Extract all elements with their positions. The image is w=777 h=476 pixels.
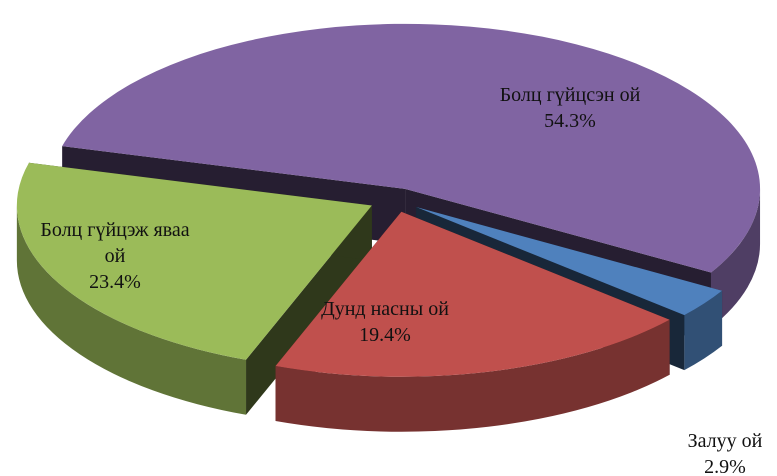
value-label: 54.3%: [544, 110, 596, 132]
slice: [416, 207, 723, 316]
value-label: 23.4%: [89, 271, 141, 293]
slice-side: [684, 290, 723, 371]
value-label: 2.9%: [704, 456, 746, 476]
data-label: Болц гүйцэж яваа ой 23.4%: [30, 217, 200, 295]
slice: [16, 162, 372, 360]
slice-side: [275, 319, 670, 432]
slice-radial-wall: [246, 205, 372, 415]
category-label: Болц гүйцэж яваа ой: [40, 219, 190, 267]
category-label: Болц гүйцсэн ой: [499, 84, 641, 106]
slice-side: [16, 205, 247, 415]
value-label: 19.4%: [359, 324, 411, 346]
category-label: Залуу ой: [687, 430, 763, 452]
slice-side: [710, 188, 761, 328]
data-label: Дунд насны ой 19.4%: [310, 296, 460, 348]
data-label: Залуу ой 2.9%: [665, 428, 777, 476]
slice: [62, 23, 761, 273]
slice: [275, 211, 670, 377]
category-label: Дунд насны ой: [321, 298, 449, 320]
data-label: Болц гүйцсэн ой 54.3%: [495, 82, 645, 134]
